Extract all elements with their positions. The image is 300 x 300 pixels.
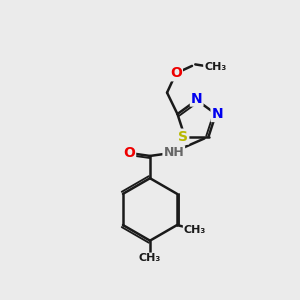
Text: N: N (191, 92, 203, 106)
Text: CH₃: CH₃ (139, 254, 161, 263)
Text: CH₃: CH₃ (204, 62, 226, 72)
Text: S: S (178, 130, 188, 144)
Text: O: O (170, 66, 182, 80)
Text: CH₃: CH₃ (184, 224, 206, 235)
Text: NH: NH (164, 146, 184, 160)
Text: O: O (123, 146, 135, 160)
Text: N: N (212, 107, 223, 121)
